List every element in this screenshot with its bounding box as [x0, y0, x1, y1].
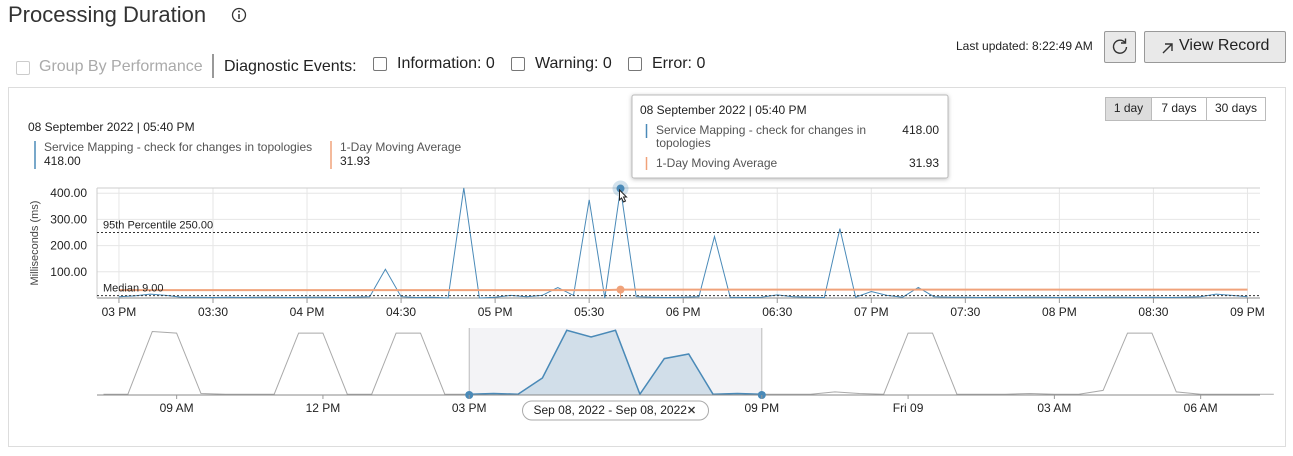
tooltip-value: 31.93 [909, 156, 939, 170]
y-tick-label: 100.00 [50, 265, 87, 279]
x-tick-label: 04:30 [386, 305, 416, 319]
series-line [118, 187, 1248, 299]
warning-checkbox[interactable] [511, 57, 525, 71]
hover-point [616, 184, 625, 193]
selection-area [469, 328, 762, 395]
y-tick-label: 200.00 [50, 239, 87, 253]
x-tick-label: 04 PM [290, 305, 325, 319]
x-tick-label: 06 AM [1184, 401, 1218, 415]
group-by-checkbox[interactable] [16, 61, 30, 75]
last-updated: Last updated: 8:22:49 AM [956, 39, 1093, 53]
arrow-icon [1162, 43, 1173, 54]
range-button[interactable]: 1 day [1105, 97, 1152, 121]
range-pill-close[interactable] [688, 406, 695, 414]
x-tick-label: 07:30 [950, 305, 980, 319]
x-tick-label: 03:30 [198, 305, 228, 319]
information-checkbox[interactable] [373, 57, 387, 71]
tooltip-value: 418.00 [902, 123, 939, 137]
x-tick-label: 08:30 [1138, 305, 1168, 319]
range-pill-label: Sep 08, 2022 - Sep 08, 2022 [534, 403, 688, 417]
y-axis-label: Milliseconds (ms) [29, 201, 41, 286]
separator [212, 54, 214, 78]
y-tick-label: 400.00 [50, 186, 87, 200]
x-tick-label: 03 AM [1037, 401, 1071, 415]
refresh-icon [1112, 38, 1128, 54]
x-tick-label: 06 PM [666, 305, 701, 319]
diagnostic-label: Diagnostic Events: [224, 58, 357, 75]
x-tick-label: 03 PM [102, 305, 137, 319]
hover-point [616, 285, 625, 294]
x-tick-label: 09 PM [1230, 305, 1265, 319]
error-checkbox[interactable] [628, 57, 642, 71]
refresh-button[interactable] [1104, 31, 1136, 63]
tooltip-box [631, 94, 949, 179]
group-by-label: Group By Performance [39, 58, 203, 75]
view-record-button[interactable]: View Record [1144, 31, 1286, 63]
x-tick-label: 12 PM [306, 401, 341, 415]
legend-value: 418.00 [44, 154, 81, 168]
x-tick-label: 05:30 [574, 305, 604, 319]
legend-name: Service Mapping - check for changes in t… [44, 140, 312, 154]
x-tick-label: 03 PM [452, 401, 487, 415]
x-tick-label: Fri 09 [893, 401, 924, 415]
error-label: Error: 0 [652, 55, 706, 72]
y-tick-label: 300.00 [50, 212, 87, 226]
warning-label: Warning: 0 [535, 55, 612, 72]
navigator-selected-line [469, 329, 762, 395]
x-tick-label: 08 PM [1042, 305, 1077, 319]
range-button[interactable]: 7 days [1151, 97, 1207, 121]
reference-label: 95th Percentile 250.00 [103, 220, 213, 232]
x-tick-label: 06:30 [762, 305, 792, 319]
chart-panel [8, 87, 1286, 447]
tooltip: 08 September 2022 | 05:40 PM Service Mapp… [631, 94, 949, 179]
tooltip-title: 08 September 2022 | 05:40 PM [640, 103, 807, 117]
series-line [118, 288, 1248, 292]
cursor-icon [619, 188, 628, 203]
x-tick-label: 07 PM [854, 305, 889, 319]
reference-label: Median 9.00 [103, 283, 164, 295]
legend-title: 08 September 2022 | 05:40 PM [28, 120, 195, 134]
range-button[interactable]: 30 days [1206, 97, 1266, 121]
view-record-label: View Record [1179, 37, 1270, 54]
x-tick-label: 09 PM [744, 401, 779, 415]
information-label: Information: 0 [397, 55, 495, 72]
legend-name: 1-Day Moving Average [340, 140, 462, 154]
x-tick-label: 05 PM [478, 305, 513, 319]
info-icon[interactable] [231, 7, 247, 23]
tooltip-name: Service Mapping - check for changes in to… [656, 123, 866, 150]
range-pill[interactable] [522, 400, 710, 421]
legend-value: 31.93 [340, 154, 370, 168]
x-tick-label: 09 AM [160, 401, 194, 415]
tooltip-name: 1-Day Moving Average [656, 156, 778, 170]
page-title: Processing Duration [8, 2, 207, 27]
